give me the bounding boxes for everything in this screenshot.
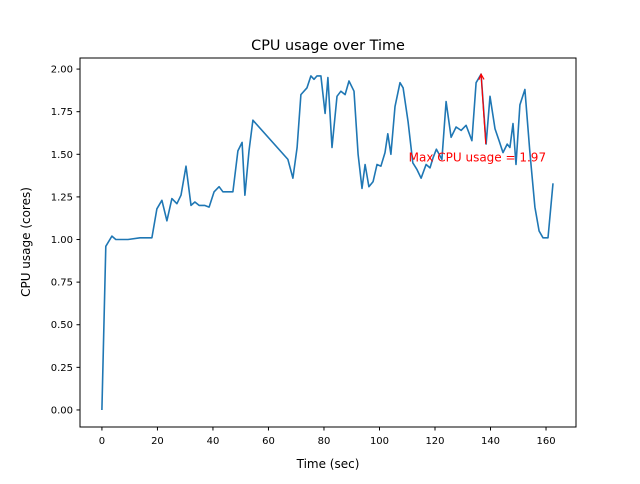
cpu-usage-line [101,73,554,411]
chart-title: CPU usage over Time [251,38,405,54]
annotation-arrowhead [478,72,485,80]
x-tick-label: 160 [536,436,555,447]
y-tick-label: 1.75 [51,107,73,118]
x-tick-label: 40 [207,436,220,447]
x-tick-label: 100 [370,436,389,447]
x-axis-label: Time (sec) [296,457,360,471]
y-axis-label: CPU usage (cores) [19,187,33,297]
y-tick-label: 0.75 [51,278,73,289]
annotation-arrow [480,74,487,145]
y-tick-label: 0.00 [51,405,73,416]
x-tick-label: 0 [99,436,105,447]
y-tick-label: 1.25 [51,192,73,203]
y-tick-label: 0.50 [51,320,73,331]
x-tick-label: 60 [262,436,275,447]
y-tick-label: 0.25 [51,363,73,374]
x-tick-label: 80 [318,436,331,447]
x-tick-label: 120 [425,436,444,447]
y-tick-label: 1.50 [51,150,73,161]
plot-area-frame [79,57,577,428]
y-tick-label: 2.00 [51,65,73,76]
y-tick-label: 1.00 [51,235,73,246]
max-annotation-label: Max CPU usage = 1.97 [409,151,546,165]
x-tick-label: 140 [481,436,500,447]
x-tick-label: 20 [151,436,164,447]
